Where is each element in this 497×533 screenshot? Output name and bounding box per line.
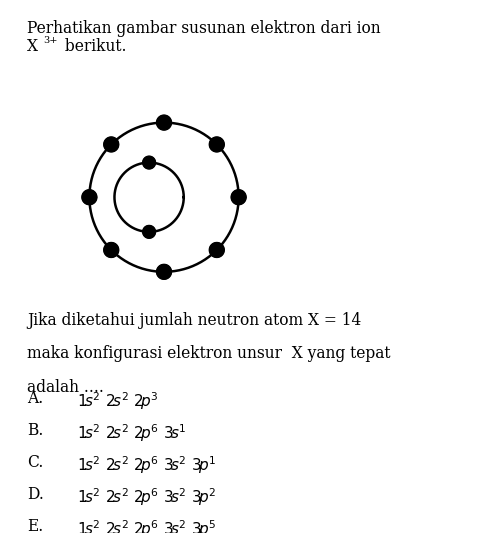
- Text: $1\!\mathit{s}^2\ 2\!\mathit{s}^2\ 2\!\mathit{p}^6\ 3\!\mathit{s}^2\ 3\!\mathit{: $1\!\mathit{s}^2\ 2\!\mathit{s}^2\ 2\!\m…: [77, 454, 217, 476]
- Text: D.: D.: [27, 486, 44, 503]
- Text: $1\!\mathit{s}^2\ 2\!\mathit{s}^2\ 2\!\mathit{p}^6\ 3\!\mathit{s}^2\ 3\!\mathit{: $1\!\mathit{s}^2\ 2\!\mathit{s}^2\ 2\!\m…: [77, 486, 217, 508]
- Polygon shape: [143, 156, 156, 169]
- Polygon shape: [209, 243, 224, 257]
- Text: berikut.: berikut.: [60, 38, 126, 55]
- Polygon shape: [104, 243, 119, 257]
- Text: $1\!\mathit{s}^2\ 2\!\mathit{s}^2\ 2\!\mathit{p}^6\ 3\!\mathit{s}^1$: $1\!\mathit{s}^2\ 2\!\mathit{s}^2\ 2\!\m…: [77, 422, 187, 444]
- Polygon shape: [209, 137, 224, 152]
- Text: $1\!\mathit{s}^2\ 2\!\mathit{s}^2\ 2\!\mathit{p}^6\ 3\!\mathit{s}^2\ 3\!\mathit{: $1\!\mathit{s}^2\ 2\!\mathit{s}^2\ 2\!\m…: [77, 518, 217, 533]
- Text: A.: A.: [27, 390, 44, 407]
- Text: C.: C.: [27, 454, 44, 471]
- Polygon shape: [157, 264, 171, 279]
- Text: maka konfigurasi elektron unsur  X yang tepat: maka konfigurasi elektron unsur X yang t…: [27, 345, 391, 362]
- Text: $1\!\mathit{s}^2\ 2\!\mathit{s}^2\ 2\!\mathit{p}^3$: $1\!\mathit{s}^2\ 2\!\mathit{s}^2\ 2\!\m…: [77, 390, 159, 412]
- Text: Jika diketahui jumlah neutron atom X = 14: Jika diketahui jumlah neutron atom X = 1…: [27, 312, 362, 329]
- Polygon shape: [231, 190, 246, 205]
- Text: Perhatikan gambar susunan elektron dari ion: Perhatikan gambar susunan elektron dari …: [27, 20, 381, 37]
- Text: 3+: 3+: [43, 36, 58, 45]
- Polygon shape: [82, 190, 97, 205]
- Text: B.: B.: [27, 422, 44, 439]
- Polygon shape: [143, 225, 156, 238]
- Polygon shape: [157, 115, 171, 130]
- Text: adalah ....: adalah ....: [27, 379, 104, 396]
- Text: E.: E.: [27, 518, 44, 533]
- Polygon shape: [104, 137, 119, 152]
- Text: X: X: [27, 38, 38, 55]
